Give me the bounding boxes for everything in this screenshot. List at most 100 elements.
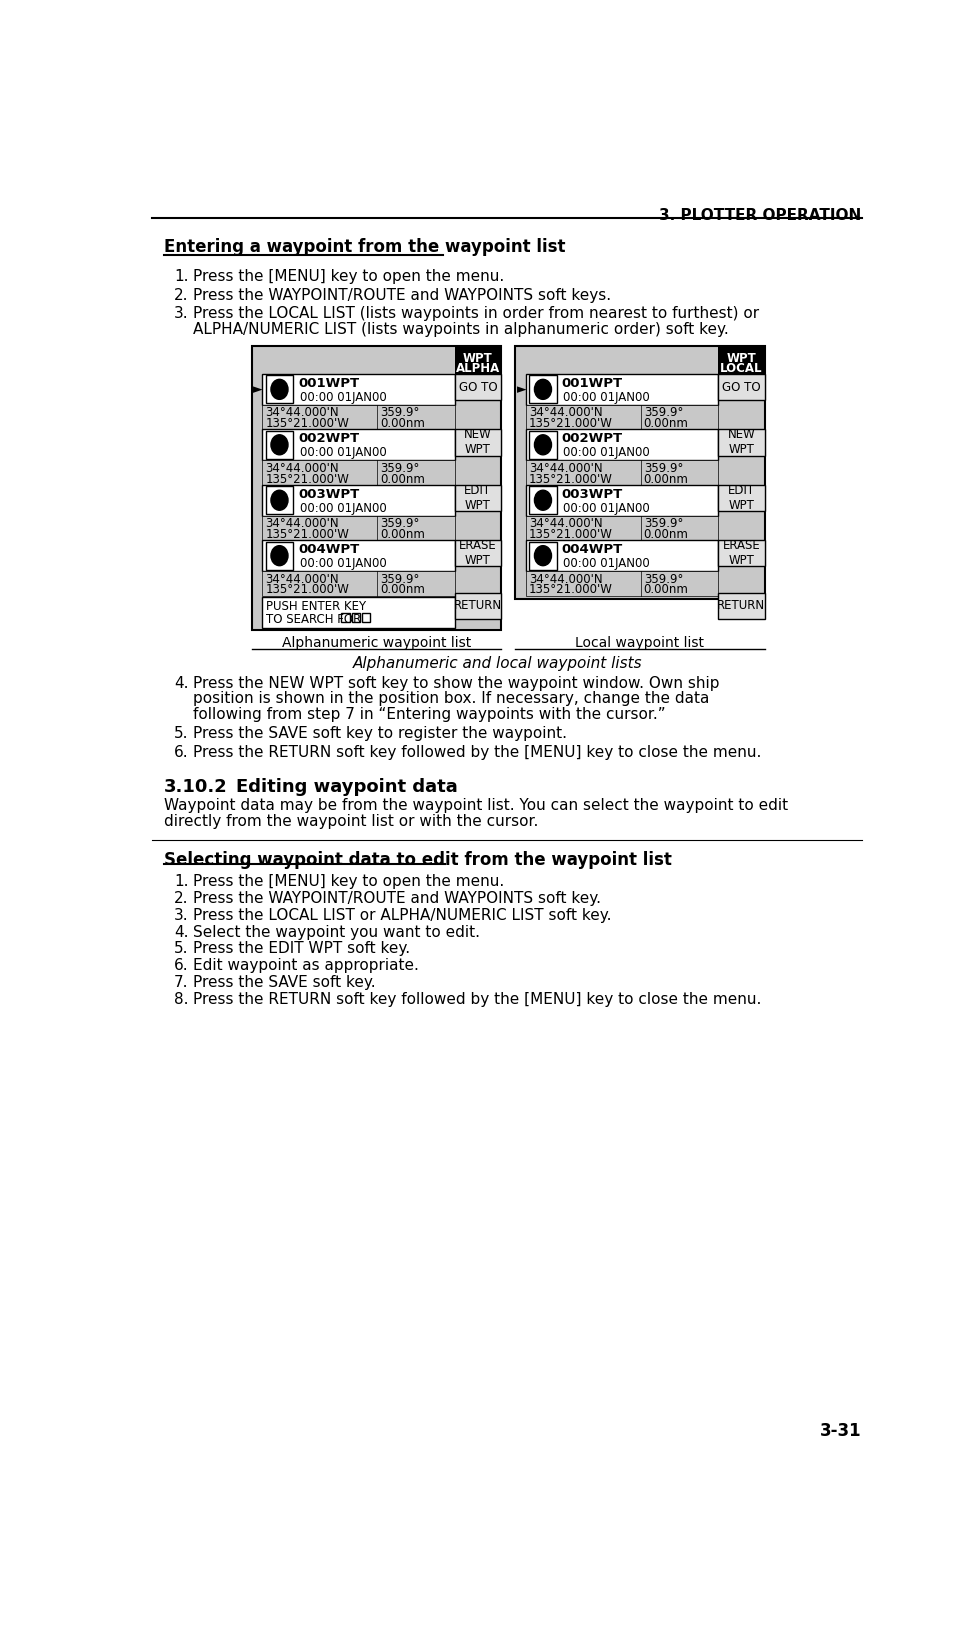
Text: following from step 7 in “Entering waypoints with the cursor.”: following from step 7 in “Entering waypo… — [192, 706, 665, 722]
Bar — [342, 613, 350, 623]
Text: 00:00 01JAN00: 00:00 01JAN00 — [563, 446, 650, 459]
Text: 135°21.000'W: 135°21.000'W — [265, 583, 350, 596]
Text: 6.: 6. — [174, 745, 188, 760]
Text: Press the SAVE soft key to register the waypoint.: Press the SAVE soft key to register the … — [192, 725, 567, 740]
Text: 135°21.000'W: 135°21.000'W — [529, 472, 613, 485]
Text: 359.9°: 359.9° — [381, 462, 419, 475]
Text: 5.: 5. — [174, 941, 188, 956]
Text: 00:00 01JAN00: 00:00 01JAN00 — [563, 391, 650, 404]
Text: GO TO: GO TO — [722, 381, 760, 394]
Text: Press the RETURN soft key followed by the [MENU] key to close the menu.: Press the RETURN soft key followed by th… — [192, 745, 761, 760]
Text: Selecting waypoint data to edit from the waypoint list: Selecting waypoint data to edit from the… — [164, 851, 672, 869]
Text: Alphanumeric and local waypoint lists: Alphanumeric and local waypoint lists — [352, 655, 642, 672]
Text: Press the LOCAL LIST (lists waypoints in order from nearest to furthest) or: Press the LOCAL LIST (lists waypoints in… — [192, 306, 758, 322]
Text: Local waypoint list: Local waypoint list — [576, 636, 704, 650]
Bar — [262, 405, 454, 430]
Bar — [454, 541, 501, 567]
Bar — [529, 376, 557, 404]
Text: EDIT
WPT: EDIT WPT — [728, 484, 754, 511]
Bar — [526, 461, 719, 485]
Bar — [719, 485, 764, 511]
Text: NEW
WPT: NEW WPT — [464, 428, 491, 456]
Bar — [262, 598, 454, 627]
Text: NEW
WPT: NEW WPT — [727, 428, 755, 456]
Text: 0.00nm: 0.00nm — [381, 472, 425, 485]
Text: 001WPT: 001WPT — [298, 377, 359, 391]
Bar — [529, 542, 557, 570]
Text: 135°21.000'W: 135°21.000'W — [265, 417, 350, 430]
Text: Press the RETURN soft key followed by the [MENU] key to close the menu.: Press the RETURN soft key followed by th… — [192, 992, 761, 1007]
Bar — [265, 376, 293, 404]
Text: 2.: 2. — [174, 891, 188, 905]
Text: Select the waypoint you want to edit.: Select the waypoint you want to edit. — [192, 925, 480, 940]
Text: 359.9°: 359.9° — [644, 462, 684, 475]
Bar — [262, 570, 454, 596]
Text: 8.: 8. — [174, 992, 188, 1007]
Text: 001WPT: 001WPT — [561, 377, 622, 391]
Text: 1.: 1. — [174, 874, 188, 889]
Text: 0.00nm: 0.00nm — [644, 472, 688, 485]
Bar — [265, 487, 293, 515]
Text: 7.: 7. — [174, 975, 188, 990]
Bar — [719, 593, 764, 619]
Text: ALPHA/NUMERIC LIST (lists waypoints in alphanumeric order) soft key.: ALPHA/NUMERIC LIST (lists waypoints in a… — [192, 322, 728, 337]
Bar — [719, 430, 764, 456]
Bar — [526, 405, 719, 430]
Text: 6.: 6. — [174, 959, 188, 974]
Text: 0.00nm: 0.00nm — [644, 528, 688, 541]
Text: 359.9°: 359.9° — [381, 518, 419, 529]
Text: 34°44.000'N: 34°44.000'N — [529, 462, 603, 475]
Text: 5.: 5. — [174, 725, 188, 740]
Bar — [361, 613, 370, 623]
Text: Waypoint data may be from the waypoint list. You can select the waypoint to edit: Waypoint data may be from the waypoint l… — [164, 799, 788, 814]
Text: 0.00nm: 0.00nm — [381, 583, 425, 596]
Text: 135°21.000'W: 135°21.000'W — [265, 528, 350, 541]
Bar — [526, 374, 719, 405]
Text: ALPHA: ALPHA — [455, 361, 500, 374]
Text: 1.: 1. — [174, 270, 188, 284]
Text: Press the LOCAL LIST or ALPHA/NUMERIC LIST soft key.: Press the LOCAL LIST or ALPHA/NUMERIC LI… — [192, 907, 611, 923]
Bar — [719, 374, 764, 400]
Text: 359.9°: 359.9° — [381, 572, 419, 585]
Text: TO SEARCH FOR: TO SEARCH FOR — [265, 613, 361, 626]
Text: 359.9°: 359.9° — [644, 572, 684, 585]
Text: ERASE
WPT: ERASE WPT — [722, 539, 760, 567]
Text: 003WPT: 003WPT — [298, 489, 359, 502]
Text: 0.00nm: 0.00nm — [644, 583, 688, 596]
Bar — [454, 430, 501, 456]
Bar — [529, 431, 557, 459]
Text: 3.: 3. — [174, 306, 188, 322]
Bar — [262, 485, 454, 516]
Bar — [454, 593, 501, 619]
Text: 0.00nm: 0.00nm — [644, 417, 688, 430]
Ellipse shape — [534, 546, 552, 565]
Text: 359.9°: 359.9° — [644, 407, 684, 420]
Bar — [454, 485, 501, 511]
Text: 34°44.000'N: 34°44.000'N — [529, 572, 603, 585]
Text: Editing waypoint data: Editing waypoint data — [236, 778, 457, 796]
Text: Press the SAVE soft key.: Press the SAVE soft key. — [192, 975, 376, 990]
Bar — [262, 516, 454, 541]
Text: Entering a waypoint from the waypoint list: Entering a waypoint from the waypoint li… — [164, 239, 565, 257]
Text: 004WPT: 004WPT — [298, 544, 359, 556]
Text: 002WPT: 002WPT — [561, 433, 622, 446]
Text: 3.: 3. — [174, 907, 188, 923]
Text: WPT: WPT — [463, 353, 492, 366]
Text: 3.10.2: 3.10.2 — [164, 778, 228, 796]
Ellipse shape — [271, 490, 288, 510]
Text: 00:00 01JAN00: 00:00 01JAN00 — [300, 391, 386, 404]
Text: 34°44.000'N: 34°44.000'N — [529, 407, 603, 420]
Bar — [251, 346, 501, 629]
Text: 135°21.000'W: 135°21.000'W — [529, 583, 613, 596]
Text: Alphanumeric waypoint list: Alphanumeric waypoint list — [282, 636, 471, 650]
Ellipse shape — [271, 435, 288, 454]
Text: directly from the waypoint list or with the cursor.: directly from the waypoint list or with … — [164, 814, 538, 828]
Ellipse shape — [534, 435, 552, 454]
Text: WPT: WPT — [726, 353, 756, 366]
Text: ERASE
WPT: ERASE WPT — [459, 539, 497, 567]
Text: EDIT
WPT: EDIT WPT — [464, 484, 491, 511]
Text: LOCAL: LOCAL — [720, 361, 762, 374]
Text: 3-31: 3-31 — [820, 1422, 861, 1440]
Text: PUSH ENTER KEY: PUSH ENTER KEY — [265, 600, 366, 613]
Bar — [526, 485, 719, 516]
